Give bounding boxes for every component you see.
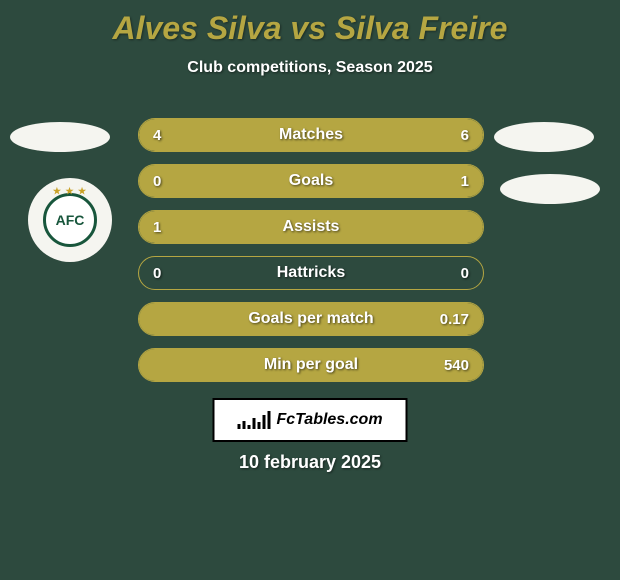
club-stars: ★ ★ ★ xyxy=(53,186,87,197)
brand-bars-icon xyxy=(237,411,270,429)
brand-bar xyxy=(257,422,260,429)
page-subtitle: Club competitions, Season 2025 xyxy=(0,59,620,77)
stat-label: Goals xyxy=(139,165,483,197)
stat-label: Assists xyxy=(139,211,483,243)
stat-label: Min per goal xyxy=(139,349,483,381)
left-ellipse-badge xyxy=(10,122,110,152)
stat-row: 1Assists xyxy=(138,210,484,244)
stat-label: Hattricks xyxy=(139,257,483,289)
stat-row: 00Hattricks xyxy=(138,256,484,290)
generation-date: 10 february 2025 xyxy=(0,452,620,473)
brand-text: FcTables.com xyxy=(276,411,382,429)
brand-badge: FcTables.com xyxy=(213,398,408,442)
page-title: Alves Silva vs Silva Freire xyxy=(0,0,620,47)
club-monogram-text: AFC xyxy=(56,212,85,228)
left-club-badge: ★ ★ ★ AFC xyxy=(28,178,112,262)
club-monogram: ★ ★ ★ AFC xyxy=(43,193,97,247)
stat-label: Matches xyxy=(139,119,483,151)
stat-row: 540Min per goal xyxy=(138,348,484,382)
brand-bar xyxy=(262,415,265,429)
stat-row: 46Matches xyxy=(138,118,484,152)
brand-bar xyxy=(242,421,245,429)
stat-label: Goals per match xyxy=(139,303,483,335)
right-ellipse-badge-2 xyxy=(500,174,600,204)
comparison-bars: 46Matches 01Goals 1Assists 00Hattricks 0.17G… xyxy=(138,118,484,394)
stat-row: 01Goals xyxy=(138,164,484,198)
brand-bar xyxy=(267,411,270,429)
stat-row: 0.17Goals per match xyxy=(138,302,484,336)
brand-bar xyxy=(252,418,255,429)
right-ellipse-badge-1 xyxy=(494,122,594,152)
brand-bar xyxy=(247,425,250,429)
brand-bar xyxy=(237,424,240,429)
